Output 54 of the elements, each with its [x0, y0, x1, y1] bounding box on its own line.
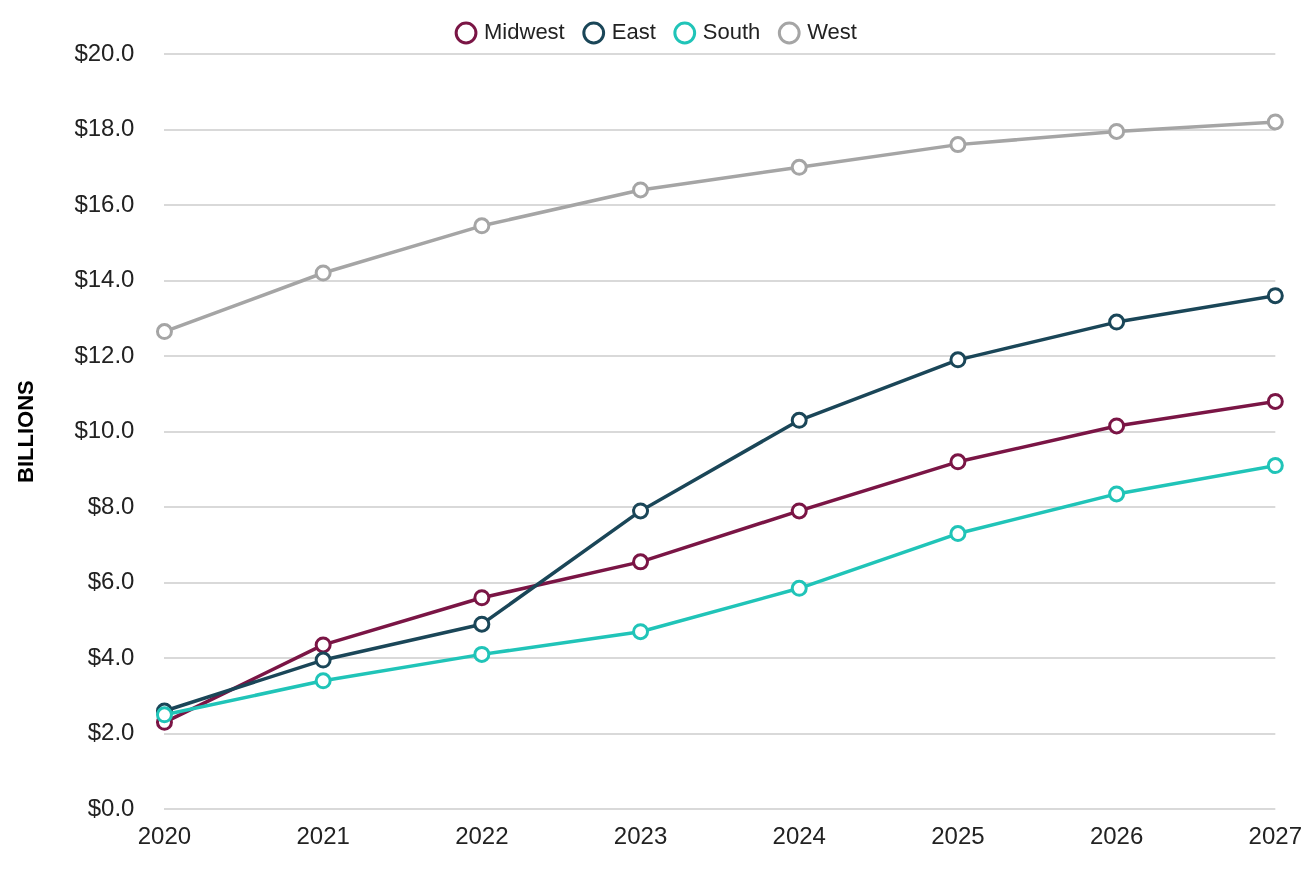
y-tick-label: $8.0 [87, 491, 135, 519]
point [314, 264, 332, 282]
point [949, 136, 967, 154]
y-axis-title: BILLIONS [13, 380, 39, 483]
point [473, 589, 491, 607]
point [1108, 485, 1126, 503]
legend-label: East [611, 19, 656, 45]
point [1108, 313, 1126, 331]
point [155, 323, 173, 341]
point [473, 615, 491, 633]
y-tick-label: $20.0 [74, 38, 135, 66]
y-tick-label: $4.0 [87, 642, 135, 670]
point [790, 158, 808, 176]
point [473, 217, 491, 235]
y-tick-label: $0.0 [87, 793, 135, 821]
point [790, 579, 808, 597]
legend-label: South [702, 19, 761, 45]
x-tick-label: 2025 [931, 822, 985, 850]
y-tick-label: $14.0 [74, 265, 135, 293]
point [949, 351, 967, 369]
point [1266, 392, 1284, 410]
point [632, 181, 650, 199]
y-tick-label: $2.0 [87, 718, 135, 746]
point [632, 502, 650, 520]
point [949, 525, 967, 543]
y-tick-label: $18.0 [74, 114, 135, 142]
x-tick-label: 2027 [1248, 822, 1302, 850]
point [949, 453, 967, 471]
point [473, 645, 491, 663]
x-tick-label: 2024 [772, 822, 826, 850]
y-tick-label: $10.0 [74, 416, 135, 444]
point [314, 672, 332, 690]
point [790, 502, 808, 520]
x-tick-label: 2022 [455, 822, 509, 850]
point [632, 623, 650, 641]
legend-label: West [807, 19, 857, 45]
point [790, 411, 808, 429]
x-tick-label: 2020 [137, 822, 192, 850]
y-tick-label: $6.0 [87, 567, 135, 595]
x-tick-label: 2026 [1089, 822, 1144, 850]
point [155, 706, 173, 724]
point [632, 553, 650, 571]
legend-label: Midwest [484, 19, 565, 45]
point [1108, 417, 1126, 435]
point [1266, 457, 1284, 475]
y-tick-label: $16.0 [74, 189, 135, 217]
point [314, 636, 332, 654]
point [1266, 113, 1284, 131]
point [1266, 287, 1284, 305]
x-tick-label: 2021 [296, 822, 350, 850]
y-tick-label: $12.0 [74, 340, 135, 368]
point [1108, 122, 1126, 140]
x-tick-label: 2023 [613, 822, 668, 850]
point [314, 651, 332, 669]
